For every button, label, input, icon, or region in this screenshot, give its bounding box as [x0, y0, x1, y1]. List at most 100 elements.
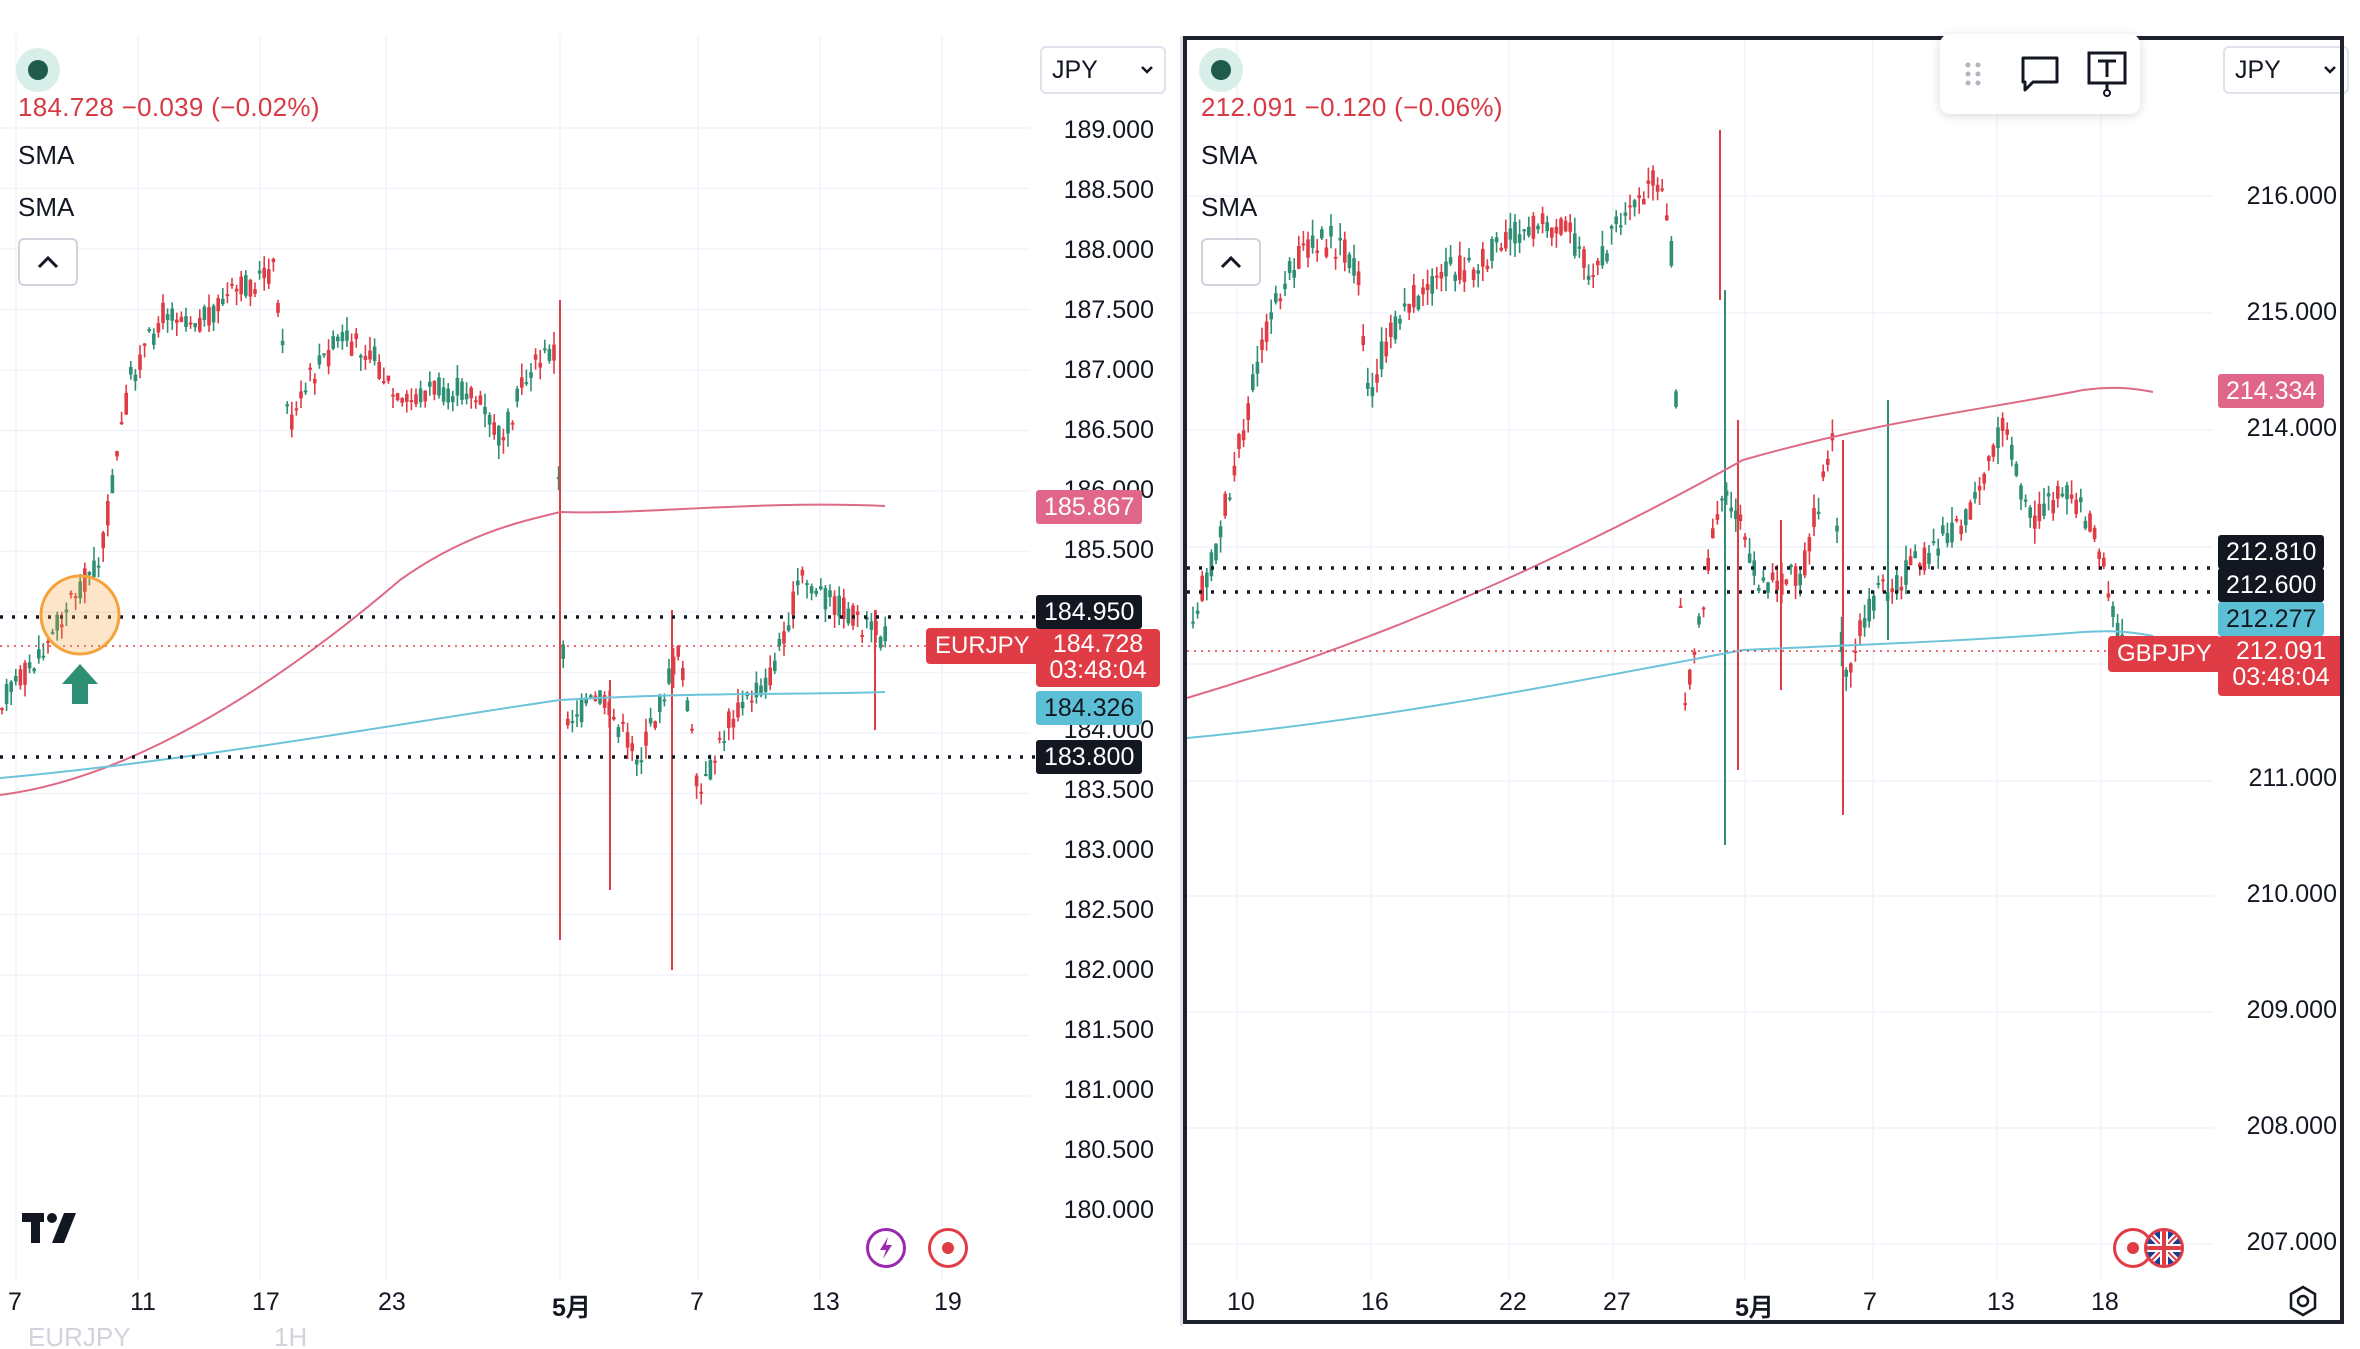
right-candle-body — [2079, 497, 2083, 503]
left-candle-body — [566, 718, 570, 726]
right-candle-body — [1306, 239, 1310, 258]
comment-icon[interactable] — [2016, 50, 2064, 98]
right-indicator-sma-1[interactable]: SMA — [1201, 140, 1258, 170]
right-candle-body — [1577, 246, 1582, 249]
right-sma-short-line — [1186, 630, 2154, 739]
right-date-tick: 13 — [1987, 1288, 2015, 1316]
uk-flag-icon[interactable] — [2144, 1228, 2184, 1268]
left-candle-body — [170, 308, 174, 321]
left-candle-body — [740, 701, 745, 709]
left-candle-body — [234, 288, 239, 292]
right-candle-body — [1697, 616, 1701, 625]
right-candle-body — [1375, 374, 1379, 383]
right-candle-body — [1646, 180, 1651, 184]
left-candle-body — [280, 340, 285, 346]
chevron-down-icon — [2324, 66, 2336, 74]
lightning-icon[interactable] — [866, 1228, 906, 1268]
right-candle-body — [1536, 225, 1540, 230]
right-candle-body — [1619, 225, 1623, 228]
left-candle-body — [731, 718, 736, 728]
left-candle-body — [533, 354, 538, 360]
right-candle-body — [1821, 471, 1825, 478]
left-level-upper-label[interactable]: 184.950 — [1036, 595, 1143, 629]
left-currency-select[interactable]: JPY — [1040, 46, 1166, 94]
settings-gear-icon[interactable] — [2287, 1285, 2319, 1317]
floating-drawing-toolbar[interactable] — [1940, 34, 2140, 114]
left-indicator-sma-1[interactable]: SMA — [18, 140, 75, 170]
left-chart-pane[interactable]: 184.728 −0.039 (−0.02%) SMA SMA JPY 189.… — [0, 0, 1180, 1349]
left-level-lower-label[interactable]: 183.800 — [1036, 740, 1143, 774]
right-level-lower-label[interactable]: 212.600 — [2218, 568, 2325, 602]
left-candle-body — [78, 581, 82, 599]
left-collapse-legend-button[interactable] — [18, 238, 78, 286]
right-price-tick: 216.000 — [2246, 182, 2337, 210]
right-candle-body — [1826, 458, 1830, 465]
right-candle-body — [1899, 586, 1904, 591]
left-candle-body — [671, 656, 676, 675]
right-candle-body — [2056, 486, 2060, 499]
right-chart-pane[interactable]: 212.091 −0.120 (−0.06%) SMA SMA JPY 216.… — [1183, 0, 2360, 1349]
left-currency-value: JPY — [1052, 55, 1098, 84]
right-candle-body — [1632, 200, 1637, 208]
left-candle-body — [101, 532, 105, 549]
left-chart-canvas[interactable] — [0, 0, 1180, 1349]
right-candle-body — [1241, 430, 1246, 441]
left-candle-body — [129, 366, 133, 375]
left-indicator-sma-2[interactable]: SMA — [18, 192, 75, 222]
left-candle-body — [377, 361, 381, 379]
left-bottom-symbol: EURJPY — [28, 1322, 131, 1349]
text-tool-icon[interactable] — [2083, 50, 2131, 98]
record-icon[interactable] — [928, 1228, 968, 1268]
left-candle-body — [828, 590, 832, 598]
left-candle-body — [506, 411, 510, 434]
left-candle-body — [400, 398, 404, 403]
right-candle-body — [1338, 237, 1342, 241]
left-candle-body — [46, 641, 50, 644]
left-candle-body — [345, 330, 349, 341]
left-candle-body — [616, 727, 621, 737]
right-candle-body — [1315, 250, 1319, 253]
right-candle-body — [2069, 494, 2074, 499]
right-level-upper-label[interactable]: 212.810 — [2218, 535, 2325, 569]
right-price-tick: 210.000 — [2246, 880, 2337, 908]
right-candle-body — [2033, 515, 2037, 529]
left-candle-body — [855, 611, 860, 616]
right-candle-body — [1232, 465, 1237, 476]
tradingview-logo-icon[interactable] — [22, 1213, 86, 1245]
right-chart-canvas[interactable] — [1183, 0, 2360, 1349]
left-date-tick: 7 — [8, 1288, 22, 1316]
left-candle-body — [786, 625, 791, 631]
pane-divider[interactable] — [1180, 36, 1183, 1326]
right-candle-body — [1623, 212, 1628, 216]
right-indicator-sma-2[interactable]: SMA — [1201, 192, 1258, 222]
right-date-tick: 5月 — [1735, 1294, 1774, 1322]
left-candle-body — [713, 760, 717, 763]
drag-handle-icon[interactable] — [1949, 50, 1997, 98]
right-candle-body — [1494, 237, 1499, 243]
right-candle-body — [1936, 548, 1940, 556]
left-sma-short-line — [0, 691, 886, 779]
right-sma-long-label: 214.334 — [2218, 374, 2325, 408]
left-candle-body — [754, 682, 759, 698]
right-currency-select[interactable]: JPY — [2223, 46, 2349, 94]
right-collapse-legend-button[interactable] — [1201, 238, 1261, 286]
left-candle-body — [87, 572, 92, 576]
right-candle-body — [1931, 541, 1936, 544]
right-candle-body — [1789, 565, 1793, 568]
right-candle-body — [1568, 222, 1572, 232]
right-candle-body — [1522, 229, 1526, 232]
right-candle-body — [1853, 650, 1858, 653]
right-current-price-tag: 212.091 03:48:04 — [2218, 636, 2344, 696]
left-candle-body — [515, 388, 519, 402]
up-arrow-icon — [62, 664, 98, 704]
left-price-tick: 182.000 — [1063, 956, 1154, 984]
left-candle-body — [299, 391, 303, 399]
left-symbol-tag: EURJPY — [926, 628, 1039, 664]
left-candle-body — [138, 354, 142, 370]
left-candle-body — [538, 362, 542, 368]
right-candle-body — [1738, 514, 1743, 522]
right-candle-body — [1550, 227, 1554, 238]
left-candle-body — [501, 437, 506, 441]
right-candle-body — [1467, 257, 1471, 261]
right-candle-body — [1435, 275, 1439, 278]
